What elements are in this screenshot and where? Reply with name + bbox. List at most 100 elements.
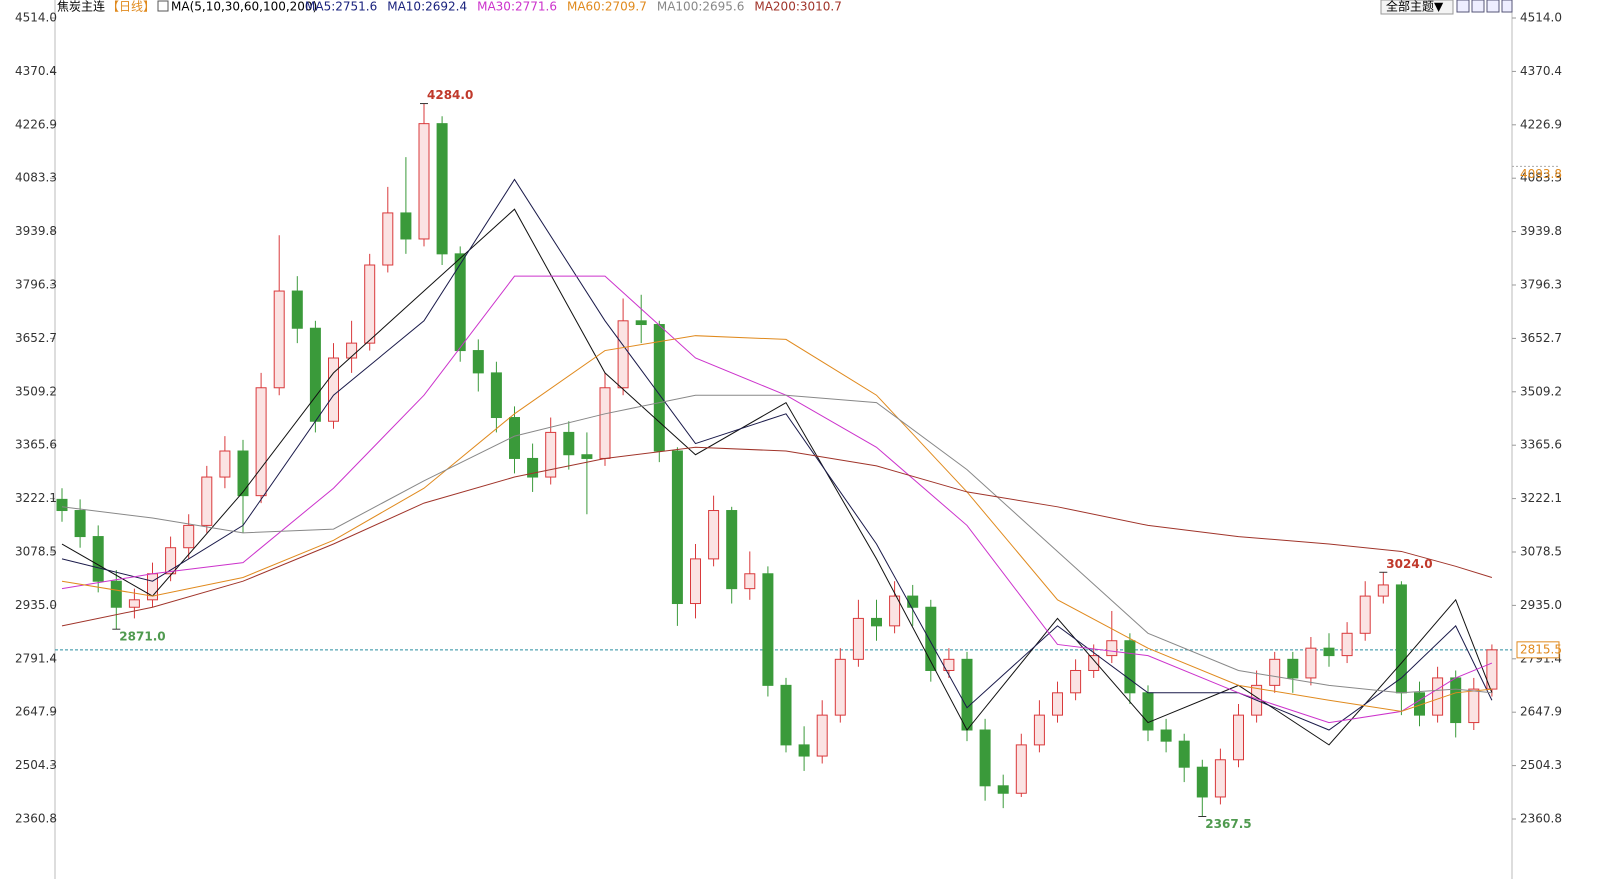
candle-body bbox=[291, 290, 303, 329]
candle-body bbox=[237, 450, 249, 497]
candle-body bbox=[1142, 692, 1154, 731]
candle-body bbox=[997, 785, 1009, 794]
candle-body bbox=[1395, 584, 1407, 694]
candle-body bbox=[1070, 669, 1082, 694]
candle-body bbox=[889, 595, 901, 627]
y-tick-label: 3078.5 bbox=[1520, 545, 1562, 559]
candle-body bbox=[1341, 632, 1353, 657]
candle-body bbox=[726, 510, 738, 590]
candle-body bbox=[690, 558, 701, 605]
y-tick-label: 4226.9 bbox=[15, 117, 57, 131]
candle-body bbox=[1486, 649, 1498, 690]
candle-body bbox=[364, 264, 376, 344]
y-tick-label: 3796.3 bbox=[1520, 277, 1562, 291]
candle-body bbox=[418, 123, 430, 240]
y-tick-label: 2647.9 bbox=[1520, 705, 1562, 719]
candle-body bbox=[490, 372, 502, 419]
y-tick-label: 3939.8 bbox=[1520, 224, 1562, 238]
ma-line bbox=[61, 446, 1493, 627]
y-tick-label: 2504.3 bbox=[1520, 758, 1562, 772]
candle-body bbox=[671, 450, 683, 605]
period: 【日线】 bbox=[107, 0, 155, 14]
candle-body bbox=[762, 573, 774, 686]
legend-entry: MA60:2709.7 bbox=[567, 0, 647, 14]
y-tick-label: 2935.0 bbox=[1520, 598, 1562, 612]
tool-icon[interactable] bbox=[1456, 0, 1470, 13]
candle-body bbox=[816, 714, 828, 757]
theme-button[interactable] bbox=[1380, 0, 1454, 15]
ma-line bbox=[61, 275, 1493, 724]
candle-body bbox=[1052, 692, 1063, 716]
candle-body bbox=[1106, 640, 1118, 657]
candle-body bbox=[346, 342, 358, 359]
candle-body bbox=[871, 617, 882, 627]
candle-body bbox=[454, 253, 466, 352]
side-marker-label: 4093.8 bbox=[1520, 167, 1562, 181]
y-tick-label: 3222.1 bbox=[1520, 491, 1562, 505]
candle-body bbox=[309, 327, 321, 422]
candle-body bbox=[653, 324, 665, 452]
y-tick-label: 4514.0 bbox=[1520, 11, 1562, 25]
annotation-label: 3024.0 bbox=[1386, 557, 1432, 571]
candle-body bbox=[635, 320, 647, 326]
candle-body bbox=[183, 524, 195, 549]
y-tick-label: 2791.4 bbox=[15, 651, 57, 665]
y-tick-label: 3078.5 bbox=[15, 545, 57, 559]
tool-icon[interactable] bbox=[1486, 0, 1500, 13]
candle-body bbox=[92, 536, 104, 582]
candle-body bbox=[1214, 759, 1226, 798]
candle-body bbox=[1160, 729, 1172, 742]
candle-body bbox=[708, 510, 720, 560]
candle-body bbox=[509, 417, 520, 459]
candle-body bbox=[907, 595, 919, 608]
candle-body bbox=[56, 498, 68, 512]
candle-body bbox=[1432, 677, 1444, 716]
y-tick-label: 4083.3 bbox=[1520, 171, 1562, 185]
candle-body bbox=[563, 431, 575, 456]
ma-line bbox=[61, 394, 1492, 694]
legend-entry: MA10:2692.4 bbox=[387, 0, 467, 14]
candle-body bbox=[1178, 740, 1190, 768]
candle-body bbox=[1015, 744, 1027, 794]
legend-entry: MA100:2695.6 bbox=[657, 0, 745, 14]
candle-body bbox=[328, 357, 339, 422]
y-tick-label: 2360.8 bbox=[1520, 811, 1562, 825]
candle-body bbox=[599, 387, 611, 459]
y-tick-label: 4370.4 bbox=[1520, 64, 1562, 78]
candle-body bbox=[1124, 640, 1136, 694]
candle-body bbox=[1377, 584, 1389, 597]
ma-title: MA(5,10,30,60,100,200) bbox=[171, 0, 317, 14]
tool-icon[interactable] bbox=[1471, 0, 1485, 13]
candle-body bbox=[382, 212, 394, 266]
theme-button-label[interactable]: 全部主题▼ bbox=[1386, 0, 1444, 14]
y-tick-label: 2935.0 bbox=[15, 598, 57, 612]
candle-body bbox=[400, 212, 412, 240]
tool-icon[interactable] bbox=[1501, 0, 1513, 13]
y-tick-label: 3652.7 bbox=[1520, 331, 1562, 345]
legend-entry: MA200:3010.7 bbox=[754, 0, 842, 14]
candle-body bbox=[273, 290, 285, 389]
candle-body bbox=[1305, 647, 1317, 679]
candle-body bbox=[201, 476, 213, 526]
ma-line bbox=[61, 208, 1493, 746]
y-tick-label: 3365.6 bbox=[15, 438, 57, 452]
candle-body bbox=[852, 617, 864, 660]
y-tick-label: 3222.1 bbox=[15, 491, 57, 505]
ma-line bbox=[61, 335, 1492, 712]
candle-body bbox=[617, 320, 629, 389]
candle-body bbox=[1088, 655, 1100, 671]
symbol: 焦炭主连 bbox=[57, 0, 105, 14]
candle-body bbox=[780, 684, 792, 746]
candle-body bbox=[1287, 658, 1299, 679]
y-tick-label: 3652.7 bbox=[15, 331, 57, 345]
candle-body bbox=[74, 510, 86, 538]
legend-entry: MA5:2751.6 bbox=[305, 0, 377, 14]
candle-body bbox=[110, 580, 122, 608]
y-tick-label: 4370.4 bbox=[15, 64, 57, 78]
y-tick-label: 4226.9 bbox=[1520, 117, 1562, 131]
y-tick-label: 4514.0 bbox=[15, 11, 57, 25]
candle-body bbox=[925, 606, 937, 671]
price-tag-label: 2815.5 bbox=[1520, 642, 1562, 656]
